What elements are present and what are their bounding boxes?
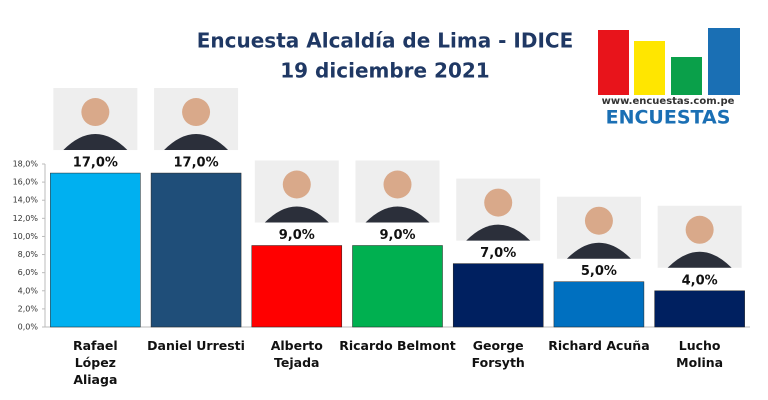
y-tick-label: 14,0% (13, 196, 39, 205)
photo-body (365, 206, 430, 223)
logo-bar (634, 41, 665, 95)
y-tick-label: 12,0% (13, 214, 39, 223)
logo-bar (708, 28, 740, 95)
candidate-photo (456, 178, 541, 241)
photo-head (685, 215, 714, 244)
logo-name: ENCUESTAS (606, 107, 731, 129)
y-tick-label: 18,0% (13, 160, 39, 169)
photo-head (182, 98, 211, 127)
value-label: 9,0% (279, 228, 315, 243)
candidate-photo (53, 88, 138, 151)
x-tick-label: Ricardo Belmont (339, 338, 456, 353)
photo-body (164, 134, 229, 151)
logo: www.encuestas.com.pe ENCUESTAS (598, 28, 740, 129)
value-label: 5,0% (581, 264, 617, 279)
photo-body (63, 134, 128, 151)
photo-head (81, 98, 110, 127)
y-tick-label: 0,0% (18, 323, 39, 332)
bar (553, 281, 645, 328)
value-label: 17,0% (174, 156, 219, 171)
y-tick-label: 6,0% (18, 268, 39, 277)
y-tick-label: 16,0% (13, 178, 39, 187)
x-tick-label: Rafael López Aliaga (72, 338, 118, 387)
photo-head (282, 170, 311, 199)
y-tick-label: 4,0% (18, 286, 39, 295)
photo-body (566, 242, 631, 259)
candidate-photo (556, 196, 641, 259)
chart-title: Encuesta Alcaldía de Lima - IDICE (197, 29, 573, 53)
x-tick-label: George Forsyth (471, 338, 525, 370)
x-tick-label: Richard Acuña (548, 338, 650, 353)
value-label: 17,0% (73, 156, 118, 171)
y-tick-label: 10,0% (13, 232, 39, 241)
value-label: 7,0% (480, 246, 516, 261)
photo-head (383, 170, 412, 199)
bar (452, 263, 544, 328)
bar (654, 290, 745, 328)
bar (150, 172, 242, 328)
photo-head (584, 206, 613, 235)
bar (50, 172, 141, 328)
x-tick-label: Daniel Urresti (147, 338, 245, 353)
photo-body (466, 224, 531, 241)
candidate-photo (657, 205, 742, 268)
candidate-photo (254, 160, 339, 223)
candidate-photo (154, 88, 239, 151)
x-tick-label: Alberto Tejada (270, 338, 323, 370)
photo-body (264, 206, 329, 223)
value-label: 4,0% (682, 273, 718, 288)
value-label: 9,0% (379, 228, 415, 243)
photo-body (667, 251, 732, 268)
y-tick-label: 8,0% (18, 250, 39, 259)
bar (352, 245, 443, 328)
y-tick-label: 2,0% (18, 304, 39, 313)
x-tick-label: Lucho Molina (676, 338, 724, 370)
logo-url: www.encuestas.com.pe (602, 96, 735, 107)
logo-bar (598, 30, 629, 95)
candidate-photo (355, 160, 440, 223)
photo-head (484, 188, 513, 217)
bar (251, 245, 343, 328)
chart-subtitle: 19 diciembre 2021 (280, 59, 489, 83)
logo-bar (671, 57, 702, 95)
